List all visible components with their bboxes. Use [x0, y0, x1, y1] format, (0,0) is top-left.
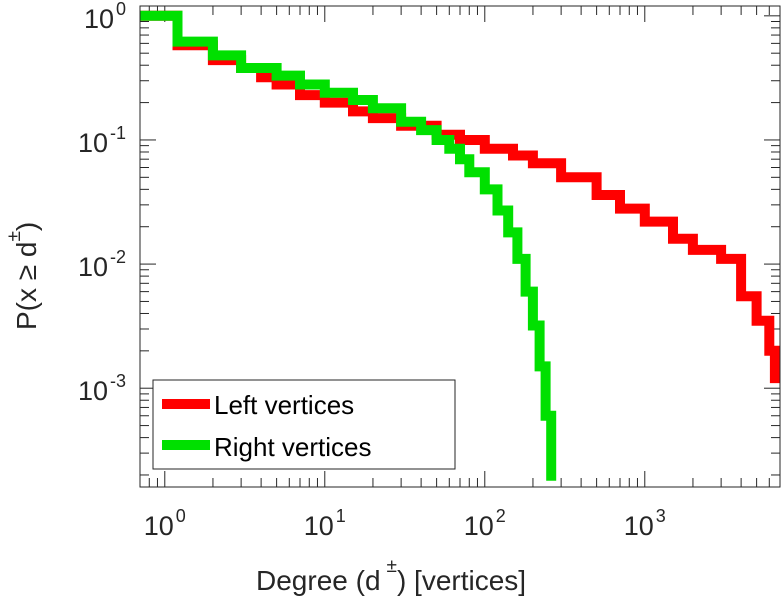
series-line-left-vertices	[140, 10, 780, 384]
legend-label-right: Right vertices	[214, 432, 372, 462]
y-tick-label: 10 -2	[78, 247, 126, 282]
tick-labels: 10 0 10 1 10 2 10 3 10 0 10 -1 10 -2 10 -3	[78, 0, 666, 541]
x-tick-label: 10 0	[144, 506, 186, 541]
legend: Left vertices Right vertices	[152, 379, 456, 470]
x-axis-label: Degree (d ±) [vertices]	[256, 556, 526, 596]
y-axis-label: P(x ≥ d±)	[4, 222, 42, 330]
legend-label-left: Left vertices	[214, 390, 354, 420]
tick-marks	[139, 6, 781, 487]
y-tick-label: 10 -1	[78, 123, 126, 158]
plot-frame	[139, 5, 781, 488]
y-tick-label: 10 0	[84, 0, 126, 34]
axes-frame	[139, 5, 781, 488]
series-line-right-vertices	[140, 10, 557, 481]
x-tick-label: 10 2	[464, 506, 506, 541]
x-tick-label: 10 1	[304, 506, 346, 541]
x-tick-label: 10 3	[624, 506, 666, 541]
series-lines	[140, 10, 780, 481]
y-tick-label: 10 -3	[78, 371, 126, 406]
